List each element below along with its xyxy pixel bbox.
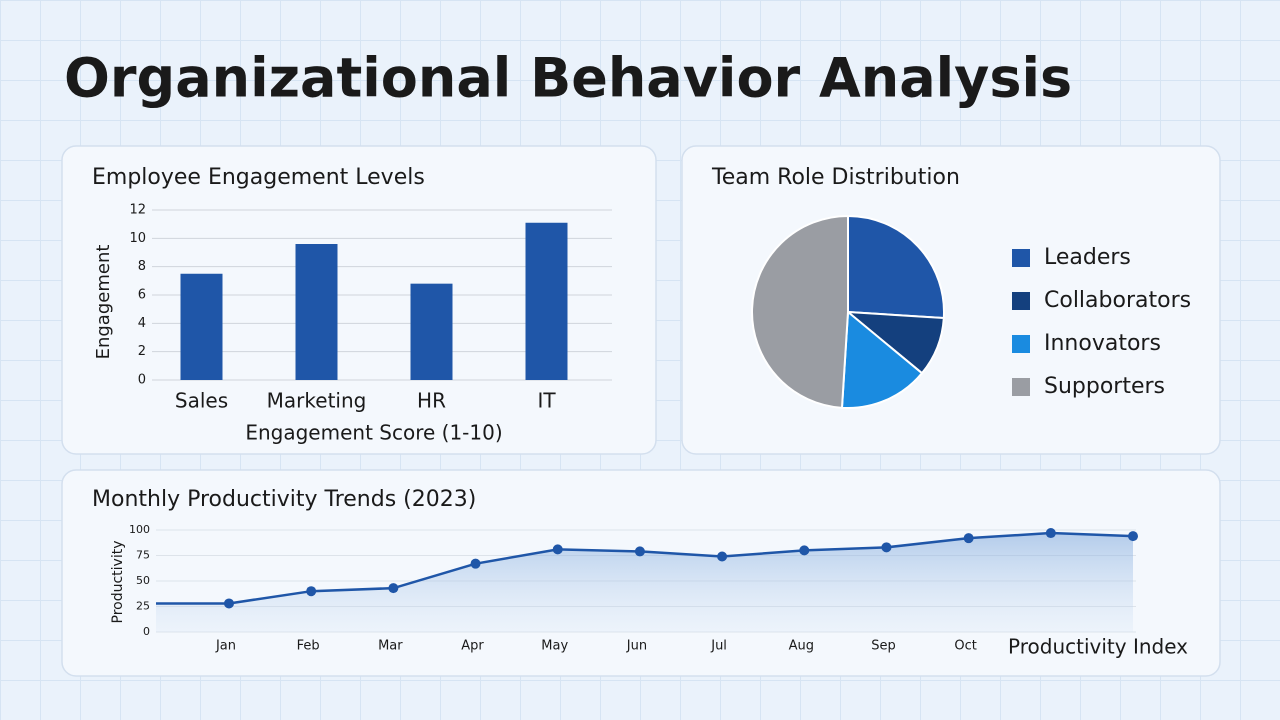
y-axis-label: Productivity [110, 541, 126, 624]
y-tick-label: 0 [138, 373, 146, 388]
chart-title: Team Role Distribution [711, 165, 960, 190]
point [388, 583, 399, 594]
chart-title: Monthly Productivity Trends (2023) [92, 487, 476, 512]
legend-swatch [1012, 292, 1030, 310]
y-tick-label: 8 [138, 259, 146, 274]
bar [410, 283, 453, 380]
point [881, 542, 892, 553]
x-tick-label: May [541, 639, 568, 654]
bar [180, 273, 223, 380]
bar [295, 244, 338, 380]
legend-label: Leaders [1044, 245, 1131, 270]
point [224, 598, 234, 609]
point [799, 545, 810, 556]
pie-slice [750, 214, 849, 409]
bar [525, 222, 568, 380]
page-title: Organizational Behavior Analysis [64, 47, 1072, 110]
x-axis-label: Productivity Index [1008, 635, 1188, 659]
x-tick-label: Sales [175, 389, 228, 413]
point [963, 533, 974, 544]
pie-slice [840, 309, 924, 409]
legend-swatch [1012, 249, 1030, 267]
x-tick-label: Apr [461, 639, 484, 654]
x-tick-label: Mar [378, 639, 403, 654]
x-tick-label: Jan [215, 639, 236, 654]
x-tick-label: Feb [297, 639, 320, 654]
pie-slice [847, 214, 945, 320]
x-tick-label: Jun [626, 639, 647, 654]
y-tick-label: 50 [136, 574, 150, 587]
x-tick-label: HR [417, 389, 446, 413]
point [306, 586, 317, 597]
x-axis-label: Engagement Score (1-10) [245, 421, 502, 445]
point [634, 546, 645, 557]
y-tick-label: 100 [129, 523, 150, 536]
y-tick-label: 0 [143, 625, 150, 638]
y-tick-label: 4 [138, 316, 146, 331]
x-tick-label: IT [537, 389, 556, 413]
legend-label: Collaborators [1044, 288, 1191, 313]
point [1128, 531, 1138, 542]
y-axis-label: Engagement [93, 245, 114, 360]
x-tick-label: Oct [954, 639, 976, 654]
legend-label: Innovators [1044, 331, 1161, 356]
point [1045, 528, 1056, 539]
y-tick-label: 2 [138, 344, 146, 359]
legend-label: Supporters [1044, 374, 1165, 399]
y-tick-label: 25 [136, 600, 150, 613]
point [470, 558, 481, 569]
legend-swatch [1012, 378, 1030, 396]
point [717, 551, 728, 562]
point [552, 544, 563, 555]
y-tick-label: 12 [129, 203, 146, 218]
legend-swatch [1012, 335, 1030, 353]
y-tick-label: 10 [129, 231, 146, 246]
y-tick-label: 75 [136, 549, 150, 562]
chart-title: Employee Engagement Levels [92, 165, 425, 190]
x-tick-label: Jul [710, 639, 727, 654]
x-tick-label: Marketing [267, 389, 367, 413]
y-tick-label: 6 [138, 288, 146, 303]
x-tick-label: Sep [871, 639, 896, 654]
area [156, 533, 1133, 632]
x-tick-label: Aug [789, 639, 814, 654]
